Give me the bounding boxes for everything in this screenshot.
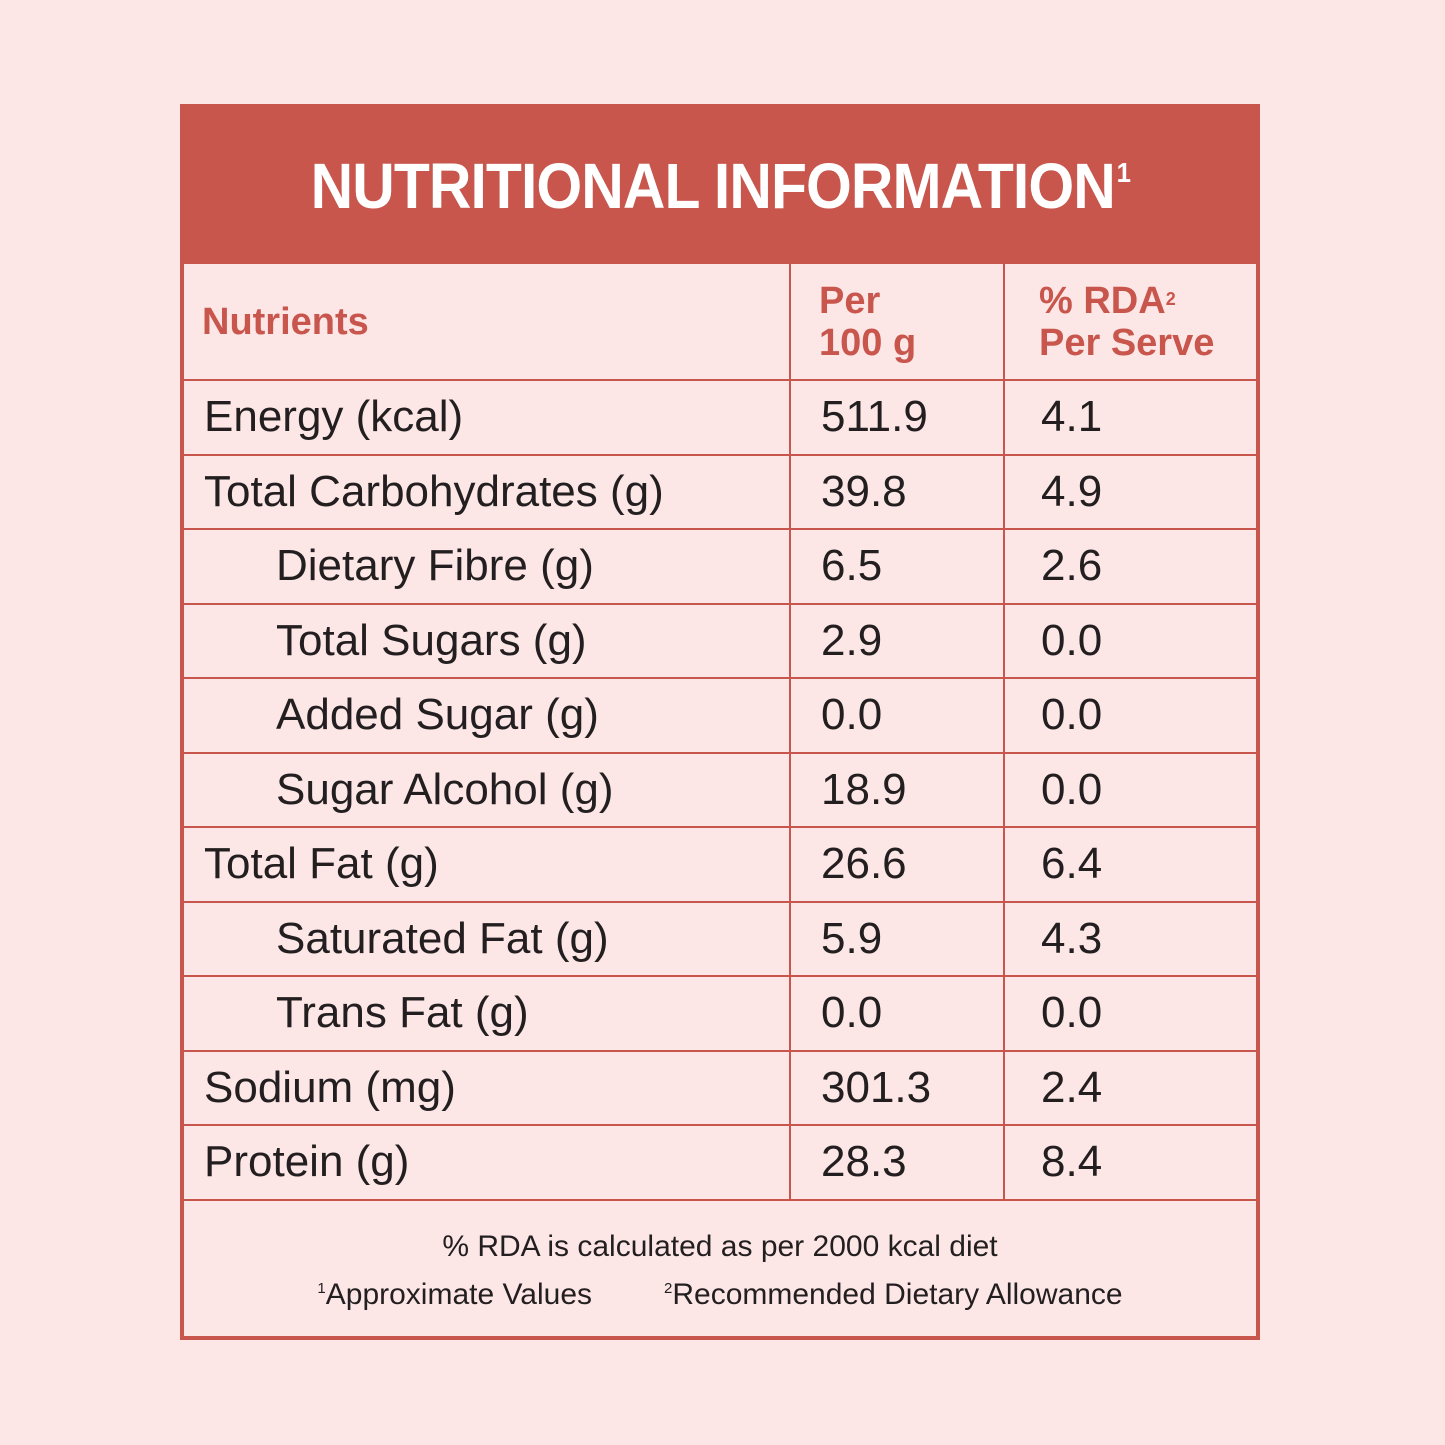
header-rda-per-serve: % RDA2 Per Serve — [1003, 264, 1256, 381]
nutrient-name: Trans Fat (g) — [184, 975, 791, 1052]
table-row: Total Fat (g) 26.6 6.4 — [184, 826, 1256, 903]
nutrient-name: Energy (kcal) — [184, 379, 791, 456]
nutrition-table: Nutrients Per 100 g % RDA2 Per Serve Energ… — [184, 264, 1256, 1201]
per-100g-value: 5.9 — [789, 900, 1005, 977]
footnote-approximate-values: 1Approximate Values — [317, 1278, 592, 1311]
header-per-100g: Per 100 g — [789, 264, 1005, 381]
table-header-row: Nutrients Per 100 g % RDA2 Per Serve — [184, 264, 1256, 381]
nutrient-name: Total Carbohydrates (g) — [184, 453, 791, 530]
table-row: Saturated Fat (g) 5.9 4.3 — [184, 900, 1256, 977]
nutrient-name: Saturated Fat (g) — [184, 900, 791, 977]
rda-value: 2.4 — [1003, 1049, 1256, 1126]
title-bar: NUTRITIONAL INFORMATION1 — [184, 108, 1256, 264]
nutrient-name: Sodium (mg) — [184, 1049, 791, 1126]
nutrient-name: Protein (g) — [184, 1124, 791, 1201]
per-100g-value: 39.8 — [789, 453, 1005, 530]
footnote-rda-definition: 2Recommended Dietary Allowance — [664, 1278, 1123, 1311]
per-100g-value: 0.0 — [789, 677, 1005, 754]
panel-title-text: NUTRITIONAL INFORMATION — [310, 150, 1115, 222]
per-100g-value: 301.3 — [789, 1049, 1005, 1126]
rda-value: 0.0 — [1003, 975, 1256, 1052]
per-100g-value: 6.5 — [789, 528, 1005, 605]
rda-value: 8.4 — [1003, 1124, 1256, 1201]
nutrition-panel: NUTRITIONAL INFORMATION1 Nutrients Per 10… — [180, 104, 1260, 1340]
footnotes: 1Approximate Values 2Recommended Dietary… — [184, 1278, 1256, 1312]
rda-value: 0.0 — [1003, 677, 1256, 754]
per-100g-value: 18.9 — [789, 751, 1005, 828]
table-row: Energy (kcal) 511.9 4.1 — [184, 379, 1256, 456]
rda-value: 2.6 — [1003, 528, 1256, 605]
rda-value: 0.0 — [1003, 602, 1256, 679]
panel-title-sup: 1 — [1116, 157, 1130, 188]
table-row: Total Sugars (g) 2.9 0.0 — [184, 602, 1256, 679]
per-100g-value: 511.9 — [789, 379, 1005, 456]
nutrient-name: Total Fat (g) — [184, 826, 791, 903]
rda-note: % RDA is calculated as per 2000 kcal die… — [442, 1230, 998, 1263]
per-100g-value: 28.3 — [789, 1124, 1005, 1201]
table-row: Protein (g) 28.3 8.4 — [184, 1124, 1256, 1201]
rda-value: 4.9 — [1003, 453, 1256, 530]
header-nutrients: Nutrients — [184, 264, 791, 381]
rda-value: 0.0 — [1003, 751, 1256, 828]
rda-value: 6.4 — [1003, 826, 1256, 903]
table-row: Trans Fat (g) 0.0 0.0 — [184, 975, 1256, 1052]
per-100g-value: 0.0 — [789, 975, 1005, 1052]
per-100g-value: 2.9 — [789, 602, 1005, 679]
nutrient-name: Dietary Fibre (g) — [184, 528, 791, 605]
nutrient-name: Added Sugar (g) — [184, 677, 791, 754]
table-row: Total Carbohydrates (g) 39.8 4.9 — [184, 453, 1256, 530]
nutrient-name: Sugar Alcohol (g) — [184, 751, 791, 828]
nutrient-name: Total Sugars (g) — [184, 602, 791, 679]
panel-title: NUTRITIONAL INFORMATION1 — [310, 149, 1130, 223]
per-100g-value: 26.6 — [789, 826, 1005, 903]
rda-value: 4.3 — [1003, 900, 1256, 977]
table-row: Added Sugar (g) 0.0 0.0 — [184, 677, 1256, 754]
table-footer: % RDA is calculated as per 2000 kcal die… — [184, 1202, 1256, 1340]
table-row: Dietary Fibre (g) 6.5 2.6 — [184, 528, 1256, 605]
rda-value: 4.1 — [1003, 379, 1256, 456]
table-row: Sodium (mg) 301.3 2.4 — [184, 1049, 1256, 1126]
table-row: Sugar Alcohol (g) 18.9 0.0 — [184, 751, 1256, 828]
